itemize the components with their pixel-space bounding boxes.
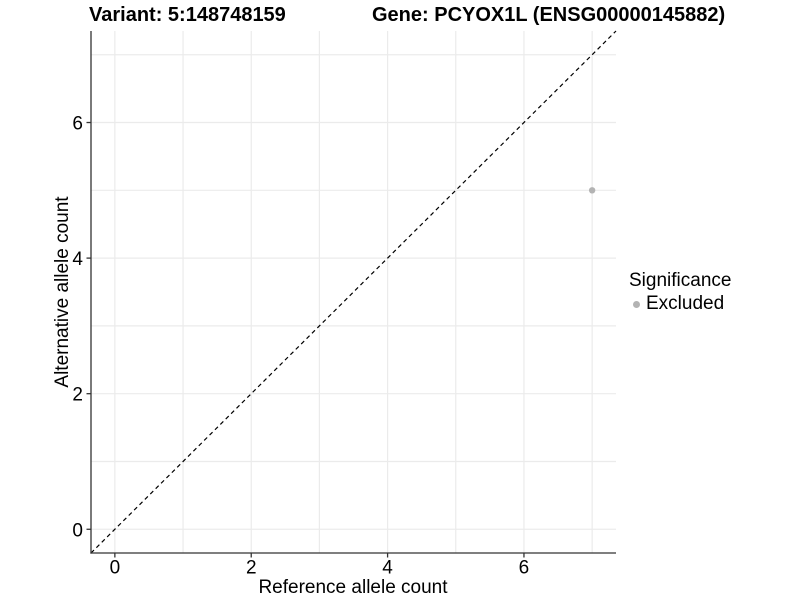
legend-key-dot [633,300,640,308]
plot-title-variant: Variant: 5:148748159 [89,4,286,26]
y-tick-label: 6 [72,114,83,135]
x-tick-label: 0 [110,558,121,579]
plot-title-gene: Gene: PCYOX1L (ENSG00000145882) [372,4,726,26]
x-tick-label: 6 [519,558,530,579]
legend-title: Significance [629,270,732,291]
y-axis-title: Alternative allele count [52,196,73,388]
x-tick-label: 2 [246,558,257,579]
legend-entries: Excluded [629,294,731,314]
legend-entry: Excluded [629,294,731,314]
data-point [588,187,596,194]
legend: Significance Excluded [629,270,731,314]
y-tick-label: 4 [72,249,83,270]
identity-line [90,30,617,554]
legend-entry-label: Excluded [646,293,725,314]
x-axis-title: Reference allele count [258,577,448,598]
y-tick-label: 2 [72,385,83,406]
y-tick-label: 0 [72,520,83,541]
x-tick-label: 4 [382,558,393,579]
